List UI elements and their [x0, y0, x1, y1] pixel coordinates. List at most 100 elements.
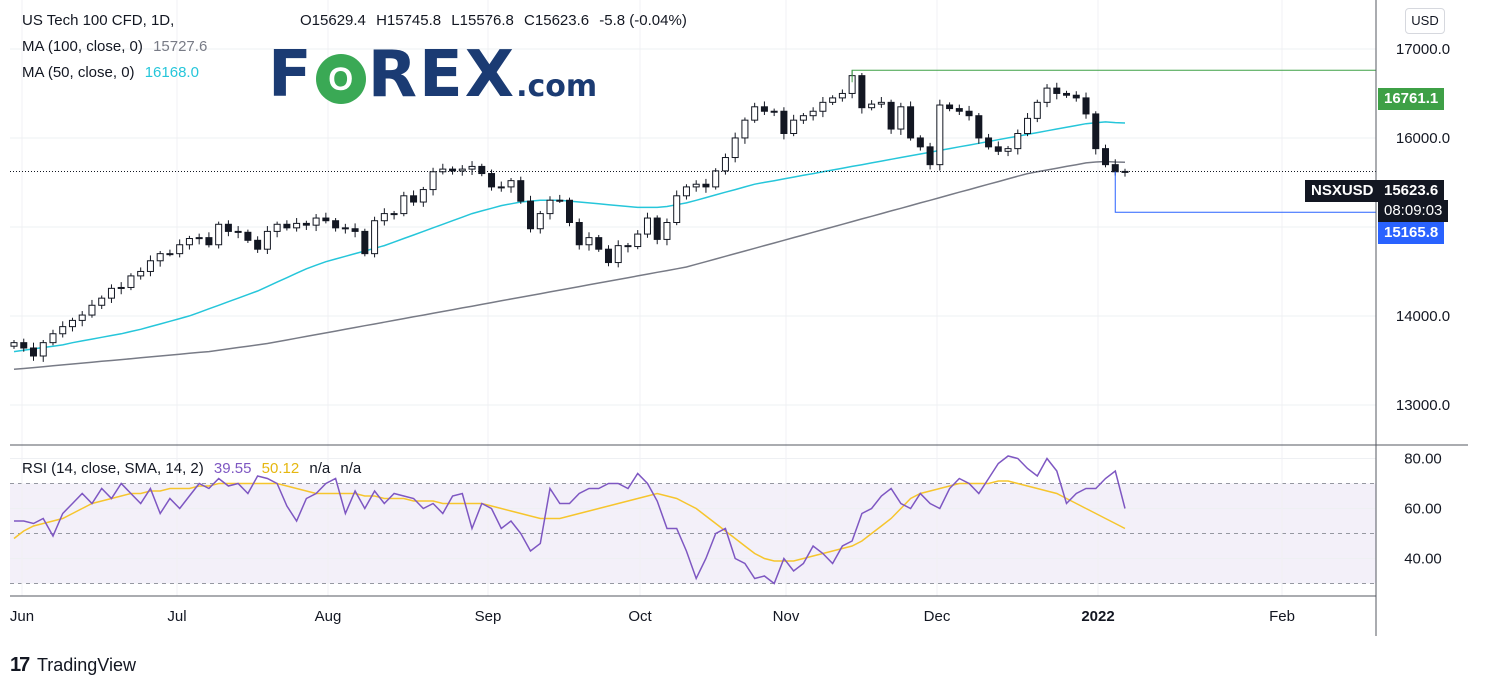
logo-text-rex: REX: [367, 38, 517, 112]
candle: [20, 338, 28, 352]
candle: [137, 267, 145, 280]
rsi-sma-value: 50.12: [261, 460, 300, 477]
candle-up: [312, 217, 320, 226]
candle-up: [468, 165, 476, 170]
time-tick-label: Aug: [315, 608, 342, 625]
candle-up: [49, 333, 57, 344]
candle-down: [283, 223, 291, 229]
axes: 17000.0 16000.0 14000.0 13000.0 80.00 60.00 40…: [10, 0, 1468, 636]
candle: [49, 329, 57, 346]
candle: [868, 100, 876, 111]
price-candles: [10, 70, 1129, 362]
last-price-tag: 15623.6: [1378, 180, 1445, 202]
candle-up: [117, 286, 125, 289]
candle-down: [351, 228, 359, 232]
candle-up: [838, 92, 846, 99]
candle-up: [536, 213, 544, 230]
candle: [1072, 91, 1080, 102]
candle: [926, 142, 934, 170]
candle: [254, 236, 262, 253]
candle-up: [390, 213, 398, 216]
candle: [322, 212, 330, 224]
currency-button[interactable]: USD: [1405, 8, 1445, 34]
candle: [985, 133, 993, 150]
candle: [380, 208, 388, 226]
candle: [556, 194, 564, 203]
symbol-tag: NSXUSD: [1305, 180, 1380, 202]
rsi-value: 39.55: [213, 460, 252, 477]
candle: [897, 102, 905, 135]
candle-up: [799, 115, 807, 121]
support-resistance-lines[interactable]: [10, 69, 1376, 213]
candle-up: [721, 157, 729, 172]
time-tick-label: 2022: [1081, 608, 1114, 625]
candle-down: [858, 75, 866, 109]
candle-down: [994, 146, 1002, 152]
tradingview-brand[interactable]: 17 TradingView: [10, 654, 136, 677]
candle-up: [195, 237, 203, 240]
candle-down: [244, 231, 252, 241]
rsi-tick-label: 80.00: [1404, 451, 1442, 468]
candle: [68, 317, 76, 332]
candle: [39, 339, 47, 362]
candle-down: [946, 104, 954, 110]
candle-up: [78, 314, 86, 321]
candle-up: [1121, 170, 1129, 173]
ma50-label: MA (50, close, 0): [22, 64, 135, 81]
candle-up: [185, 238, 193, 246]
candle: [478, 163, 486, 177]
ma50-line: [13, 121, 1126, 353]
ma50-legend[interactable]: MA (50, close, 0) 16168.0: [22, 64, 205, 81]
candle: [975, 113, 983, 144]
candle: [829, 95, 837, 106]
candle-down: [1082, 97, 1090, 115]
candle: [1043, 84, 1051, 108]
candle: [907, 101, 915, 141]
candle: [263, 226, 271, 255]
candle-down: [916, 137, 924, 148]
ma100-value: 15727.6: [153, 38, 208, 55]
symbol-legend[interactable]: US Tech 100 CFD, 1D,: [22, 12, 180, 29]
candle-up: [137, 270, 145, 277]
candle-up: [1033, 101, 1041, 119]
time-tick-label: Oct: [628, 608, 652, 625]
candle: [224, 220, 232, 237]
candle-up: [458, 168, 466, 172]
candle-up: [68, 319, 76, 328]
ma100-legend[interactable]: MA (100, close, 0) 15727.6: [22, 38, 213, 55]
candle-down: [254, 239, 262, 250]
forex-logo: F O REX.com: [268, 38, 597, 112]
high-value: H15745.8: [376, 12, 442, 29]
candle-up: [39, 342, 47, 357]
candle-down: [1111, 164, 1119, 173]
candle-down: [702, 183, 710, 188]
candle: [936, 99, 944, 171]
candle-down: [1072, 94, 1080, 99]
candle-up: [877, 101, 885, 105]
candle: [546, 196, 554, 220]
candle: [10, 339, 18, 349]
rsi-tick-label: 60.00: [1404, 501, 1442, 518]
candle-down: [955, 108, 963, 112]
resistance-line: [851, 69, 1376, 83]
candle-up: [507, 180, 515, 188]
candle-up: [643, 217, 651, 235]
time-tick-label: Dec: [924, 608, 951, 625]
candle-down: [322, 217, 330, 222]
candle-up: [1014, 133, 1022, 150]
candle-down: [1063, 92, 1071, 96]
candle: [361, 228, 369, 257]
candle: [604, 245, 612, 267]
candle-up: [741, 119, 749, 139]
bar-countdown: 08:09:03: [1378, 200, 1449, 222]
logo-text-f: F: [268, 38, 314, 112]
rsi-legend[interactable]: RSI (14, close, SMA, 14, 2) 39.55 50.12 …: [22, 460, 367, 477]
candle-up: [98, 297, 106, 306]
candle-down: [234, 230, 242, 233]
candle: [916, 135, 924, 151]
candle-up: [1004, 148, 1012, 152]
rsi-na-1: n/a: [309, 460, 331, 477]
candle-down: [341, 227, 349, 230]
candle: [185, 235, 193, 250]
